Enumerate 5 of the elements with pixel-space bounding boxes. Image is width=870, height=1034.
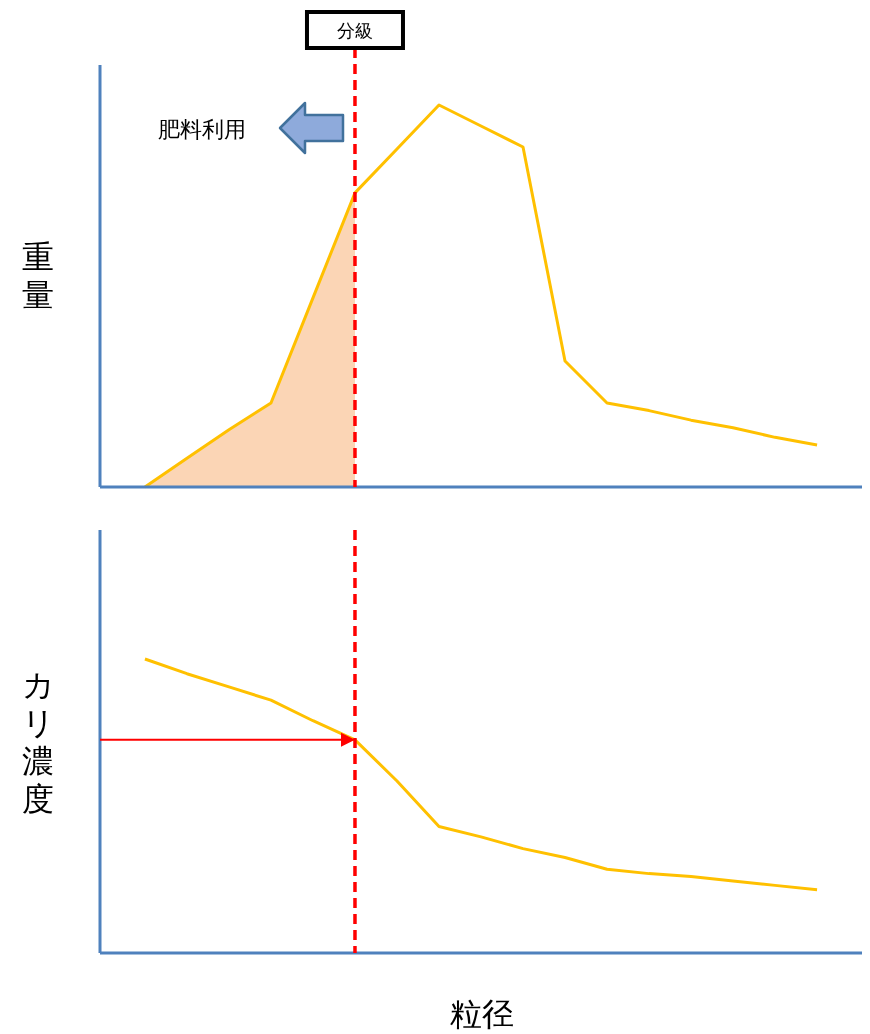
annotation: 肥料利用 — [158, 117, 246, 142]
y-axis-title: カリ濃度 — [21, 665, 55, 818]
y-axis-title: 重量 — [22, 238, 54, 314]
x-axis-title: 粒径 — [450, 995, 514, 1033]
text: 分級 — [336, 20, 373, 41]
